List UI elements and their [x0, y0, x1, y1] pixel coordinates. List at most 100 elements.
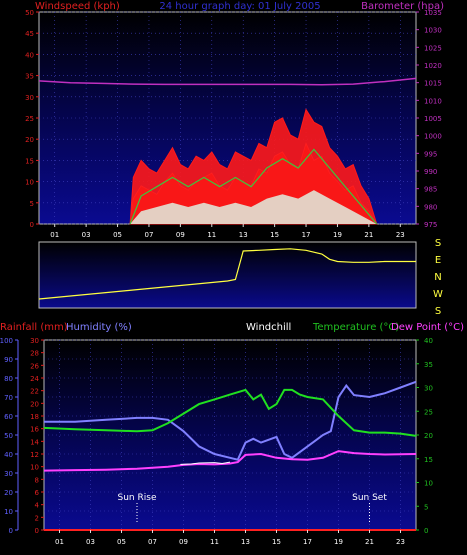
barometer-tick-label: 980	[424, 203, 437, 211]
wind-axes: 0510152025303540455097598098599099510001…	[25, 9, 442, 239]
temp-plot-area	[43, 339, 417, 531]
humidity-tick-label: 70	[4, 394, 13, 402]
hour-tick-label: 07	[144, 231, 153, 239]
windspeed-tick-label: 0	[30, 221, 34, 229]
windchill-line	[180, 461, 231, 465]
hour-tick-label: 15	[272, 538, 281, 546]
humidity-line	[44, 380, 417, 461]
sun-markers: Sun Rise Sun Set	[118, 493, 387, 524]
barometer-axis-label: Barometer (hpa)	[361, 1, 444, 12]
rainfall-tick-label: 26	[30, 362, 39, 370]
barometer-tick-label: 1035	[424, 9, 442, 17]
humidity-tick-label: 20	[4, 489, 13, 497]
hour-tick-label: 05	[117, 538, 126, 546]
direction-plot-area	[38, 241, 417, 309]
windchill-label: Windchill	[246, 322, 291, 333]
hour-tick-label: 03	[86, 538, 95, 546]
windspeed-tick-label: 20	[25, 136, 34, 144]
temperature-tick-label: 35	[424, 361, 433, 369]
hour-tick-label: 01	[50, 231, 59, 239]
rainfall-tick-label: 6	[35, 489, 40, 497]
rainfall-tick-label: 16	[30, 426, 39, 434]
hour-tick-label: 17	[302, 231, 311, 239]
hour-tick-label: 13	[239, 231, 248, 239]
rainfall-tick-label: 8	[35, 476, 39, 484]
windspeed-tick-label: 25	[25, 115, 34, 123]
hour-tick-label: 17	[303, 538, 312, 546]
temperature-tick-label: 5	[424, 503, 428, 511]
hour-tick-label: 05	[113, 231, 122, 239]
rainfall-axis-label: Rainfall (mm)	[0, 322, 68, 333]
hour-tick-label: 03	[82, 231, 91, 239]
temp-axes: 0102030405060708090100024681012141618202…	[0, 337, 433, 546]
windspeed-tick-label: 50	[25, 9, 34, 17]
wind-barometer-chart: 0510152025303540455097598098599099510001…	[25, 1, 444, 239]
rainfall-tick-label: 20	[30, 400, 39, 408]
compass-label: E	[435, 255, 441, 266]
barometer-tick-label: 975	[424, 221, 437, 229]
direction-series	[38, 248, 416, 300]
windspeed-tick-label: 10	[25, 179, 34, 187]
barometer-tick-label: 1030	[424, 27, 442, 35]
hour-tick-label: 13	[241, 538, 250, 546]
hour-tick-label: 15	[270, 231, 279, 239]
windspeed-tick-label: 40	[25, 51, 34, 59]
humidity-tick-label: 100	[0, 337, 13, 345]
wind-series	[38, 77, 417, 225]
barometer-tick-label: 985	[424, 186, 437, 194]
barometer-tick-label: 990	[424, 168, 437, 176]
hour-tick-label: 19	[333, 231, 342, 239]
hour-tick-label: 11	[210, 538, 219, 546]
hour-tick-label: 23	[396, 538, 405, 546]
barometer-tick-label: 1000	[424, 133, 442, 141]
wind-average-line	[129, 148, 378, 225]
windspeed-tick-label: 30	[25, 94, 34, 102]
sunset-label: Sun Set	[352, 493, 387, 503]
temperature-tick-label: 40	[424, 337, 433, 345]
barometer-tick-label: 1020	[424, 62, 442, 70]
barometer-line	[38, 77, 417, 86]
hour-tick-label: 09	[176, 231, 185, 239]
hour-tick-label: 19	[334, 538, 343, 546]
rainfall-tick-label: 18	[30, 413, 39, 421]
temperature-tick-label: 25	[424, 408, 433, 416]
wind-average-area	[130, 190, 377, 224]
humidity-tick-label: 30	[4, 470, 13, 478]
humidity-tick-label: 0	[9, 527, 13, 535]
windspeed-tick-label: 5	[30, 200, 34, 208]
temperature-tick-label: 30	[424, 385, 433, 393]
rainfall-tick-label: 2	[35, 514, 39, 522]
temperature-tick-label: 20	[424, 432, 433, 440]
windspeed-axis-label: Windspeed (kph)	[35, 1, 120, 12]
temperature-tick-label: 10	[424, 480, 433, 488]
compass-label: S	[435, 306, 441, 317]
hour-tick-label: 21	[364, 231, 373, 239]
hour-tick-label: 09	[179, 538, 188, 546]
rainfall-tick-label: 14	[30, 438, 39, 446]
hour-tick-label: 07	[148, 538, 157, 546]
humidity-tick-label: 10	[4, 508, 13, 516]
temperature-tick-label: 0	[424, 527, 428, 535]
rainfall-tick-label: 22	[30, 388, 39, 396]
dewpoint-axis-label: Dew Point (°C)	[391, 322, 464, 333]
temperature-humidity-chart: 0102030405060708090100024681012141618202…	[0, 322, 464, 546]
rainfall-tick-label: 12	[30, 451, 39, 459]
windspeed-tick-label: 45	[25, 30, 34, 38]
humidity-tick-label: 50	[4, 432, 13, 440]
barometer-tick-label: 1015	[424, 80, 442, 88]
barometer-tick-label: 1025	[424, 44, 442, 52]
rainfall-tick-label: 28	[30, 350, 39, 358]
wind-direction-line	[38, 248, 416, 300]
windspeed-tick-label: 15	[25, 157, 34, 165]
rainfall-tick-label: 30	[30, 337, 39, 345]
barometer-tick-label: 995	[424, 150, 437, 158]
humidity-tick-label: 90	[4, 356, 13, 364]
temperature-line	[43, 388, 417, 437]
compass-label: W	[433, 289, 443, 300]
rainfall-tick-label: 24	[30, 375, 39, 383]
barometer-tick-label: 1010	[424, 97, 442, 105]
barometer-tick-label: 1005	[424, 115, 442, 123]
rainfall-tick-label: 10	[30, 464, 39, 472]
